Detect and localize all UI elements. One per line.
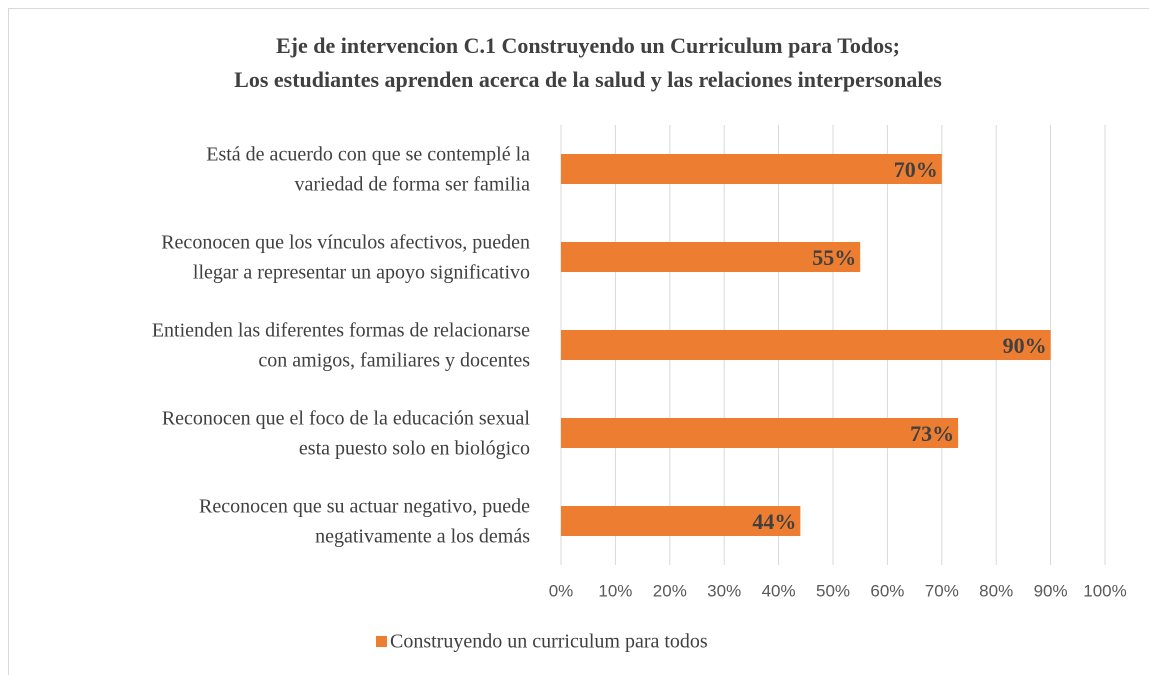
x-tick-label: 100% (1083, 581, 1126, 600)
bar (561, 418, 959, 448)
bar (561, 154, 942, 184)
y-tick-label: variedad de forma ser familia (295, 174, 531, 196)
data-label: 44% (752, 509, 796, 534)
x-tick-label: 60% (870, 581, 904, 600)
x-tick-label: 80% (979, 581, 1013, 600)
x-tick-label: 40% (762, 581, 796, 600)
x-tick-label: 70% (925, 581, 959, 600)
x-tick-label: 50% (816, 581, 850, 600)
y-tick-label: Entienden las diferentes formas de relac… (152, 320, 530, 342)
legend-label: Construyendo un curriculum para todos (390, 631, 708, 653)
bar (561, 330, 1051, 360)
data-label: 70% (894, 157, 938, 182)
y-tick-label: negativamente a los demás (315, 526, 530, 548)
bar (561, 506, 801, 536)
chart-title: Eje de intervencion C.1 Construyendo un … (276, 33, 900, 58)
legend-swatch (376, 636, 387, 647)
y-tick-label: esta puesto solo en biológico (299, 438, 530, 460)
x-tick-label: 30% (707, 581, 741, 600)
x-tick-label: 10% (598, 581, 632, 600)
x-tick-label: 0% (549, 581, 574, 600)
y-tick-label: Está de acuerdo con que se contemplé la (206, 144, 530, 166)
data-label: 73% (910, 421, 954, 446)
x-tick-label: 20% (653, 581, 687, 600)
chart-title: Los estudiantes aprenden acerca de la sa… (234, 67, 942, 92)
bar (561, 242, 861, 272)
data-label: 55% (812, 245, 856, 270)
y-tick-label: llegar a representar un apoyo significat… (193, 262, 530, 284)
y-tick-label: Reconocen que los vínculos afectivos, pu… (161, 232, 530, 254)
y-tick-label: Reconocen que su actuar negativo, puede (199, 496, 530, 518)
x-tick-label: 90% (1034, 581, 1068, 600)
y-tick-label: con amigos, familiares y docentes (258, 350, 530, 372)
data-label: 90% (1003, 333, 1047, 358)
y-tick-label: Reconocen que el foco de la educación se… (162, 408, 531, 430)
